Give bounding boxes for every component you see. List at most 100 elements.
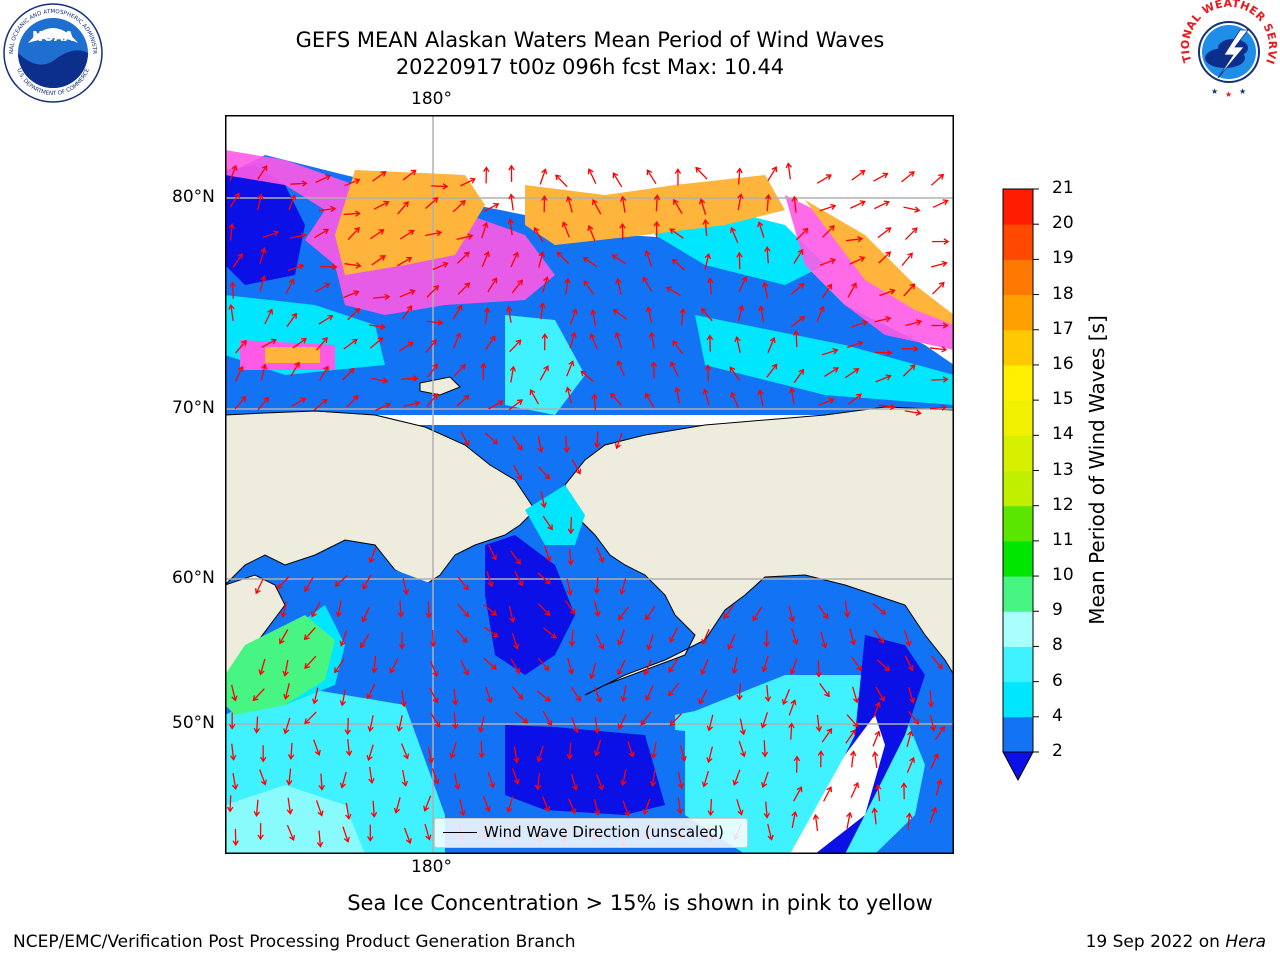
wave-direction-arrow [701,658,709,675]
wave-direction-arrow [341,771,347,788]
wave-direction-arrowhead [822,613,829,620]
wave-direction-arrow [730,227,739,243]
wave-direction-arrow [318,207,335,212]
wave-direction-arrowhead [591,393,598,400]
colorbar-tick-label: 17 [1052,318,1074,339]
wave-direction-arrowhead [454,783,461,791]
wave-direction-arrowhead [334,667,340,674]
wave-direction-arrowhead [380,171,387,177]
wave-direction-arrow [362,574,372,589]
wave-direction-arrowhead [522,717,529,724]
wave-direction-arrowhead [260,247,267,254]
footer-date: 19 Sep 2022 on Hera [1086,932,1266,952]
colorbar-tick-label: 10 [1052,565,1074,586]
wave-direction-arrowhead [615,277,622,284]
wave-direction-arrow [846,812,851,829]
wave-direction-arrow [816,174,832,184]
wave-direction-arrow [259,658,266,675]
wave-direction-arrow [537,657,550,671]
wave-direction-arrow [850,782,859,798]
wave-direction-arrow [646,169,657,185]
wave-direction-arrowhead [885,315,892,323]
wave-direction-arrowhead [942,199,949,206]
wave-direction-arrow [592,310,597,327]
wave-direction-arrowhead [798,282,805,289]
wave-direction-arrowhead [433,285,440,291]
wave-direction-arrowhead [771,166,777,173]
wave-direction-arrow [290,182,307,185]
wave-direction-arrow [450,742,457,758]
wave-direction-arrow [738,683,742,700]
wave-direction-arrow [426,285,439,298]
wave-direction-arrow [583,280,595,295]
wave-direction-arrowhead [616,360,623,367]
wave-direction-arrow [848,393,862,405]
wave-direction-arrowhead [879,695,885,702]
wave-direction-arrow [935,779,942,796]
wave-direction-arrowhead [941,404,948,411]
wave-direction-arrowhead [300,337,307,344]
wave-direction-arrow [791,628,798,644]
wave-direction-arrow [929,347,947,351]
wave-direction-arrow [878,251,891,264]
wave-direction-arrow [432,629,434,646]
wave-direction-arrowhead [492,631,499,638]
wave-direction-arrow [793,249,803,264]
wave-direction-arrow [787,163,791,180]
wave-direction-arrow [610,393,623,406]
wave-direction-arrow [759,390,764,407]
wave-direction-arrowhead [730,226,737,233]
wave-direction-arrowhead [671,258,678,265]
wave-direction-arrowhead [575,695,581,702]
wave-direction-arrow [905,320,922,327]
wave-direction-arrow [851,656,862,671]
wave-direction-arrowhead [345,813,352,820]
wave-direction-arrowhead [830,203,837,210]
wave-direction-arrow [397,257,412,267]
wave-direction-arrow [487,771,494,788]
wave-direction-arrowhead [506,305,513,312]
wave-direction-arrow [483,203,499,212]
wave-direction-arrow [877,785,881,802]
wave-direction-arrow [790,658,798,674]
colorbar-segment [1003,576,1033,612]
wave-direction-arrow [669,228,684,239]
wave-direction-arrow [541,277,548,293]
legend-line-icon [443,832,477,833]
wave-direction-arrowhead [815,726,823,733]
wave-direction-arrow [618,606,630,620]
wave-direction-arrowhead [425,834,432,841]
wave-direction-arrowhead [927,701,935,708]
wave-direction-arrow [695,167,708,180]
wave-direction-arrowhead [433,778,440,785]
wave-direction-arrow [398,715,403,731]
wave-direction-arrow [234,366,243,382]
colorbar-tick-label: 16 [1052,353,1074,374]
wave-direction-arrowhead [855,393,862,400]
wave-direction-arrow [457,282,470,295]
wave-direction-arrow [452,200,466,213]
wave-direction-arrowhead [843,611,851,618]
wave-direction-arrow [618,629,625,645]
bering-sea [275,515,665,705]
colorbar-segment [1003,540,1033,577]
wave-direction-arrowhead [412,375,419,382]
sea-ice-yellow-strip [265,347,320,363]
wave-direction-arrowhead [826,727,833,734]
wave-direction-arrow [482,795,490,812]
wave-direction-arrowhead [483,250,490,258]
wave-direction-arrow [793,786,802,802]
wave-direction-arrowhead [569,608,576,615]
wave-direction-arrow [645,605,656,620]
wave-direction-arrow [398,341,414,352]
wave-direction-arrowhead [885,374,892,381]
wave-direction-arrowhead [648,331,656,338]
wave-direction-arrow [702,628,710,645]
wave-direction-arrowhead [798,368,805,375]
wave-direction-arrowhead [517,580,524,587]
wave-direction-arrowhead [384,293,391,301]
wave-direction-arrow [456,394,470,407]
wave-direction-arrowhead [286,808,294,815]
wave-direction-arrowhead [729,366,736,373]
wave-direction-arrow [790,283,805,295]
